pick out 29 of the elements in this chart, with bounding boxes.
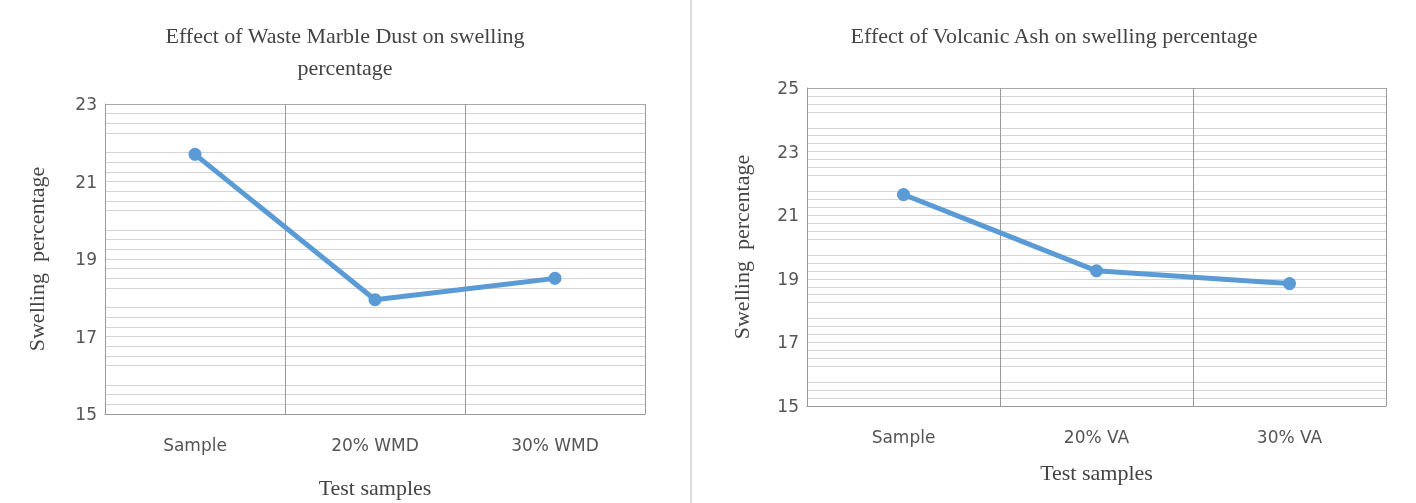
y-tick-label: 19 <box>75 249 97 269</box>
y-tick-label: 15 <box>75 404 97 424</box>
point <box>368 293 382 307</box>
x-tick-label: 20% VA <box>1063 426 1130 447</box>
point <box>1283 277 1296 291</box>
y-tick-label: 21 <box>75 171 97 192</box>
x-tick-label: Sample <box>871 426 936 447</box>
point <box>548 271 562 285</box>
y-tick-label: 17 <box>75 326 97 347</box>
point <box>897 188 910 202</box>
x-tick-label: 20% WMD <box>331 434 419 455</box>
y-tick-label: 23 <box>777 141 799 162</box>
point <box>188 147 202 161</box>
chart-title: Effect of Waste Marble Dust on swelling percentage <box>165 22 525 80</box>
y-tick-label: 25 <box>777 78 799 98</box>
x-axis-title: Test samples <box>1040 459 1153 485</box>
chart-title: Effect of Volcanic Ash on swelling percentage <box>850 22 1258 48</box>
y-tick-label: 17 <box>777 332 799 353</box>
point <box>1090 264 1103 278</box>
x-tick-label: Sample <box>163 434 227 455</box>
x-axis-title: Test samples <box>318 474 432 500</box>
y-axis-title: Swelling percentage <box>728 154 754 340</box>
y-axis-title: Swelling percentage <box>23 166 49 352</box>
y-tick-label: 19 <box>777 268 799 289</box>
x-tick-label: 30% WMD <box>511 434 599 455</box>
x-tick-label: 30% VA <box>1256 426 1323 447</box>
y-tick-label: 21 <box>777 205 799 226</box>
y-tick-label: 15 <box>777 396 799 416</box>
y-tick-label: 23 <box>75 94 97 114</box>
